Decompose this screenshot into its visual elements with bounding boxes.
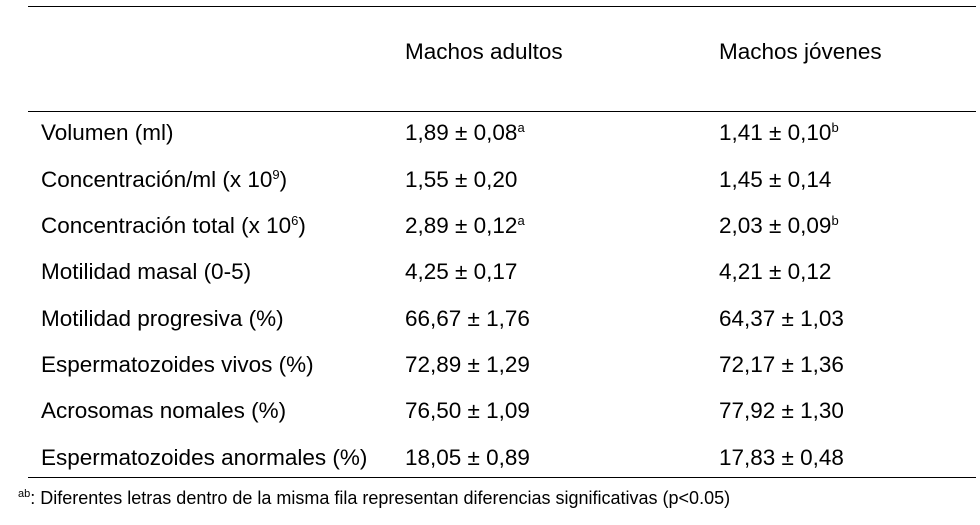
cell-machos-jovenes: 17,83 ± 0,48 xyxy=(719,445,844,470)
table-bottom-rule xyxy=(28,477,976,478)
table-header-rule xyxy=(28,111,976,112)
table-row: Espermatozoides anormales (%) 18,05 ± 0,… xyxy=(0,444,980,490)
column-header-machos-adultos: Machos adultos xyxy=(405,39,563,64)
cell-machos-adultos: 4,25 ± 0,17 xyxy=(405,259,518,284)
table-row: Volumen (ml) 1,89 ± 0,08a 1,41 ± 0,10b xyxy=(0,119,980,165)
cell-machos-jovenes: 72,17 ± 1,36 xyxy=(719,352,844,377)
cell-machos-adultos: 72,89 ± 1,29 xyxy=(405,352,530,377)
table-row: Concentración total (x 106) 2,89 ± 0,12a… xyxy=(0,212,980,258)
cell-machos-adultos: 1,89 ± 0,08a xyxy=(405,120,525,145)
table-row: Motilidad progresiva (%) 66,67 ± 1,76 64… xyxy=(0,305,980,351)
table-row: Acrosomas nomales (%) 76,50 ± 1,09 77,92… xyxy=(0,397,980,443)
cell-machos-jovenes: 77,92 ± 1,30 xyxy=(719,398,844,423)
table-top-rule xyxy=(28,6,976,7)
row-label: Espermatozoides vivos (%) xyxy=(41,352,314,377)
cell-machos-jovenes: 4,21 ± 0,12 xyxy=(719,259,832,284)
row-label: Motilidad progresiva (%) xyxy=(41,306,284,331)
table-row: Espermatozoides vivos (%) 72,89 ± 1,29 7… xyxy=(0,351,980,397)
table-row: Motilidad masal (0-5) 4,25 ± 0,17 4,21 ±… xyxy=(0,258,980,304)
cell-machos-adultos: 18,05 ± 0,89 xyxy=(405,445,530,470)
cell-machos-jovenes: 1,45 ± 0,14 xyxy=(719,167,832,192)
row-label: Espermatozoides anormales (%) xyxy=(41,445,368,470)
cell-machos-adultos: 1,55 ± 0,20 xyxy=(405,167,518,192)
cell-machos-jovenes: 1,41 ± 0,10b xyxy=(719,120,839,145)
cell-machos-adultos: 66,67 ± 1,76 xyxy=(405,306,530,331)
row-label: Acrosomas nomales (%) xyxy=(41,398,287,423)
cell-machos-jovenes: 64,37 ± 1,03 xyxy=(719,306,844,331)
cell-machos-adultos: 76,50 ± 1,09 xyxy=(405,398,530,423)
row-label: Motilidad masal (0-5) xyxy=(41,259,252,284)
row-label: Concentración total (x 106) xyxy=(41,213,306,238)
row-label: Concentración/ml (x 109) xyxy=(41,167,288,192)
cell-machos-jovenes: 2,03 ± 0,09b xyxy=(719,213,839,238)
footnote: ab: Diferentes letras dentro de la misma… xyxy=(18,488,731,508)
column-header-machos-jovenes: Machos jóvenes xyxy=(719,39,882,64)
cell-machos-adultos: 2,89 ± 0,12a xyxy=(405,213,525,238)
row-label: Volumen (ml) xyxy=(41,120,174,145)
table-row: Concentración/ml (x 109) 1,55 ± 0,20 1,4… xyxy=(0,166,980,212)
